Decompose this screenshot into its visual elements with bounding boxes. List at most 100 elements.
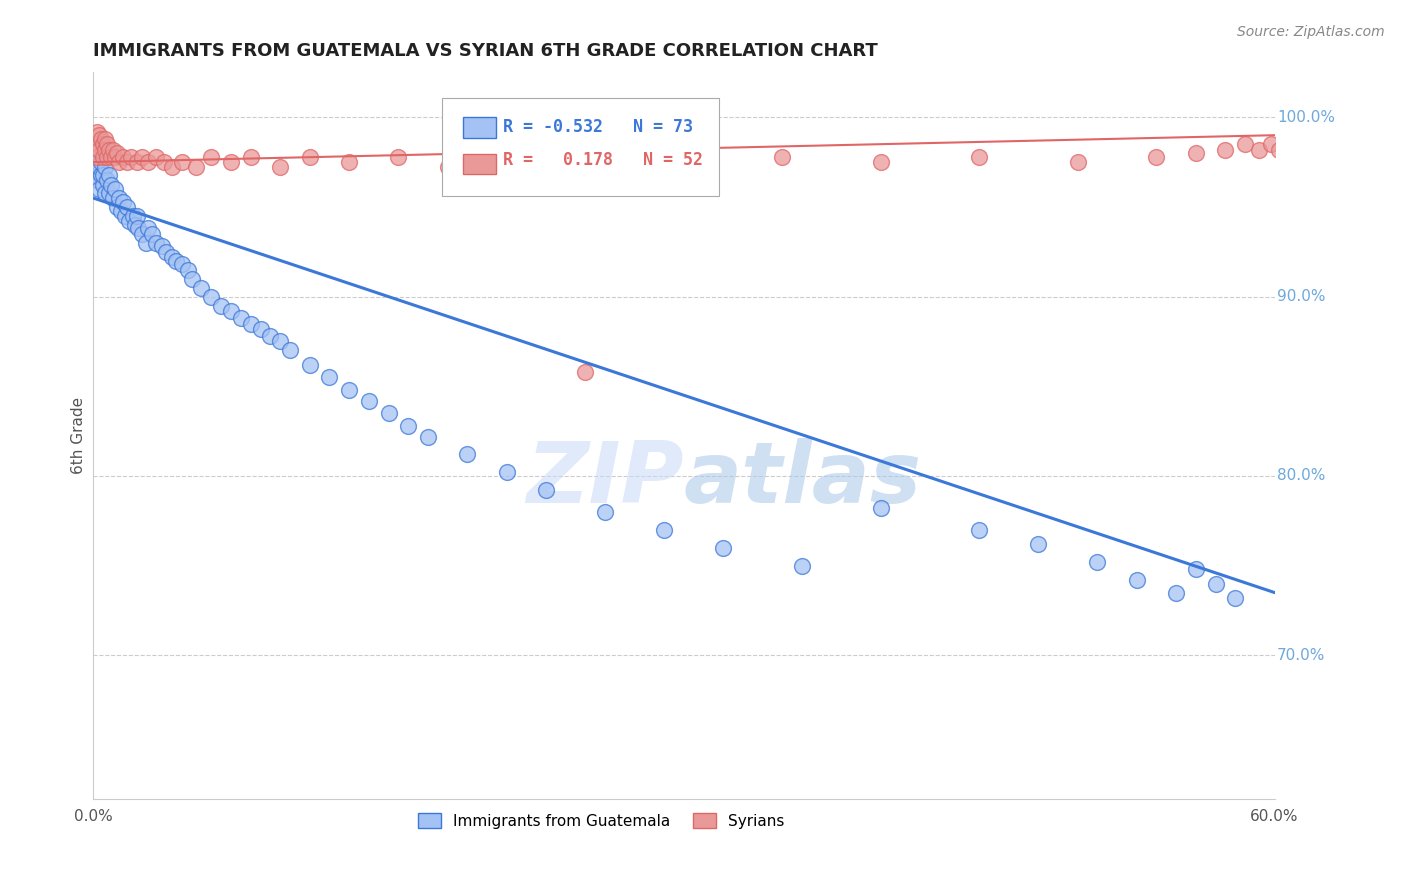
Point [86, 150, 108, 164]
Point [97, 186, 120, 200]
Point [396, 418, 419, 433]
FancyBboxPatch shape [441, 98, 720, 196]
Point [209, 299, 232, 313]
Point [869, 501, 891, 516]
Point [87, 182, 110, 196]
Point [96, 150, 118, 164]
Point [91, 150, 114, 164]
Point [1234, 137, 1257, 152]
Point [1085, 555, 1108, 569]
Point [357, 393, 380, 408]
Point [1146, 150, 1168, 164]
Point [1247, 143, 1270, 157]
Point [229, 311, 252, 326]
Point [86, 125, 108, 139]
Point [94, 161, 117, 175]
Point [117, 214, 139, 228]
Point [121, 209, 143, 223]
Point [111, 150, 134, 164]
Point [1205, 576, 1227, 591]
Point [136, 155, 159, 169]
Point [170, 155, 193, 169]
Point [495, 150, 517, 164]
Point [131, 227, 153, 241]
Text: 100.0%: 100.0% [1277, 110, 1334, 125]
Point [111, 194, 134, 209]
Point [190, 280, 212, 294]
Point [155, 244, 177, 259]
Point [1267, 143, 1289, 157]
Point [96, 137, 118, 152]
Point [711, 541, 734, 555]
Point [87, 161, 110, 175]
Point [1126, 573, 1149, 587]
Point [200, 290, 222, 304]
Text: 90.0%: 90.0% [1277, 289, 1326, 304]
Point [495, 466, 517, 480]
Point [967, 523, 990, 537]
Bar [463, 118, 496, 137]
Point [135, 235, 157, 250]
Text: 70.0%: 70.0% [1277, 648, 1326, 663]
Point [387, 150, 409, 164]
Point [456, 447, 478, 461]
Point [90, 155, 112, 169]
Point [180, 271, 202, 285]
Point [269, 334, 291, 349]
Point [239, 150, 262, 164]
Point [574, 365, 596, 379]
Point [160, 250, 183, 264]
Point [967, 150, 990, 164]
Point [416, 429, 439, 443]
Point [97, 143, 120, 157]
Point [184, 161, 207, 175]
Bar [463, 153, 496, 174]
Point [239, 317, 262, 331]
Text: Source: ZipAtlas.com: Source: ZipAtlas.com [1237, 25, 1385, 39]
Point [534, 483, 557, 498]
Point [127, 221, 149, 235]
Point [1185, 146, 1208, 161]
Point [94, 186, 117, 200]
Point [770, 150, 793, 164]
Point [145, 235, 167, 250]
Point [219, 155, 242, 169]
Point [150, 239, 173, 253]
Legend: Immigrants from Guatemala, Syrians: Immigrants from Guatemala, Syrians [412, 806, 790, 835]
Point [377, 406, 399, 420]
Point [170, 257, 193, 271]
Point [84, 137, 107, 152]
Point [160, 161, 183, 175]
Point [90, 168, 112, 182]
Point [153, 155, 176, 169]
Point [278, 343, 301, 358]
Point [96, 173, 118, 187]
Point [136, 221, 159, 235]
Point [86, 173, 108, 187]
Point [337, 383, 360, 397]
Point [91, 137, 114, 152]
Point [259, 329, 281, 343]
Point [104, 150, 127, 164]
Point [115, 200, 138, 214]
Point [104, 182, 127, 196]
Point [90, 132, 112, 146]
Point [652, 523, 675, 537]
Point [101, 191, 124, 205]
Point [176, 262, 198, 277]
Text: R = -0.532   N = 73: R = -0.532 N = 73 [503, 118, 693, 136]
Point [91, 168, 114, 182]
Point [337, 155, 360, 169]
Point [145, 150, 167, 164]
Point [269, 161, 291, 175]
Point [593, 505, 616, 519]
Point [84, 164, 107, 178]
Point [107, 155, 129, 169]
Point [200, 150, 222, 164]
Point [131, 150, 153, 164]
Text: IMMIGRANTS FROM GUATEMALA VS SYRIAN 6TH GRADE CORRELATION CHART: IMMIGRANTS FROM GUATEMALA VS SYRIAN 6TH … [93, 42, 877, 60]
Point [1166, 585, 1188, 599]
Point [100, 178, 122, 193]
Point [101, 143, 124, 157]
Point [1185, 562, 1208, 576]
